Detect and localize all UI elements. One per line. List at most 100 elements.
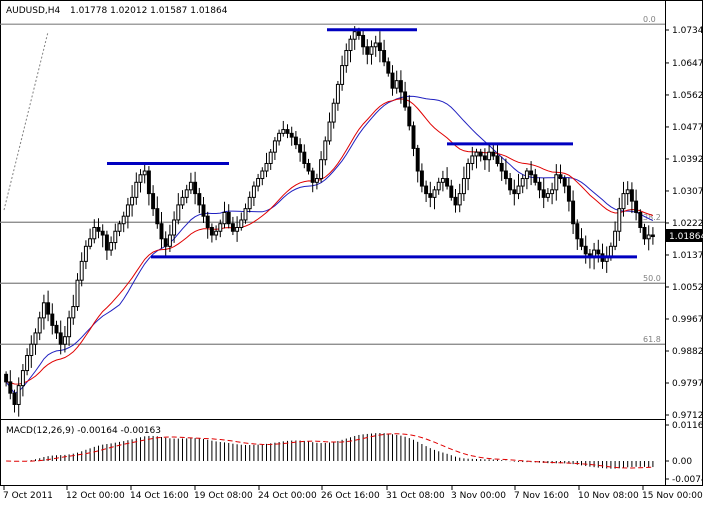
candle-body — [310, 170, 315, 183]
macd-label: MACD(12,26,9) -0.00164 -0.00163 — [6, 426, 161, 436]
candle-body — [79, 260, 84, 281]
candle-body — [172, 219, 177, 236]
candle-body — [638, 211, 643, 228]
candle-body — [419, 170, 424, 187]
fibonacci-levels: 0.0 38.2 50.0 61.8 — [3, 15, 661, 344]
candle-body — [104, 234, 109, 251]
candle-body — [558, 174, 563, 180]
candle-body — [621, 193, 626, 210]
candle-body — [596, 249, 601, 255]
candle-body — [75, 279, 80, 308]
candle-body — [571, 200, 576, 225]
candle-body — [184, 189, 189, 198]
candle-body — [361, 34, 366, 48]
candle-body — [8, 381, 13, 394]
candle-body — [25, 355, 30, 372]
candle-body — [251, 185, 256, 198]
candle-body — [369, 46, 374, 55]
candle-body — [520, 178, 525, 187]
candle-body — [285, 129, 290, 134]
fib-label: 38.2 — [643, 213, 661, 222]
candle-body — [550, 189, 555, 195]
time-tick-label: 14 Oct 16:00 — [130, 491, 189, 501]
candle-body — [130, 196, 135, 206]
candle-body — [461, 178, 466, 195]
candle-body — [478, 151, 483, 157]
candle-body — [201, 204, 206, 217]
candle-body — [449, 185, 454, 198]
candle-body — [335, 83, 340, 104]
candle-body — [214, 230, 219, 236]
candle-body — [487, 151, 492, 161]
support-resistance-lines[interactable] — [107, 28, 637, 259]
candle-body — [92, 226, 97, 240]
candle-body — [415, 147, 420, 172]
candle-body — [197, 193, 202, 206]
candle-body — [125, 204, 130, 217]
candle-body — [512, 189, 517, 195]
candle-body — [155, 208, 160, 225]
price-tick-label: 1.02220 — [672, 219, 703, 229]
candle-body — [432, 189, 437, 198]
candle-body — [445, 178, 450, 187]
candle-body — [239, 219, 244, 228]
candle-body — [583, 245, 588, 255]
candle-body — [235, 226, 240, 232]
candle-body — [289, 132, 294, 138]
candle-body — [50, 313, 55, 326]
candle-body — [121, 215, 126, 225]
candle-body — [146, 170, 151, 195]
candle-body — [323, 140, 328, 161]
candle-body — [541, 189, 546, 198]
candle-body — [218, 223, 223, 232]
candle-body — [264, 162, 269, 172]
price-tick-label: 1.04770 — [672, 123, 703, 133]
candle-body — [642, 226, 647, 240]
time-tick-label: 7 Oct 2011 — [3, 491, 53, 501]
candle-body — [386, 61, 391, 74]
candle-body — [176, 204, 181, 221]
macd-tick-label: 0.00 — [672, 457, 692, 467]
candle-body — [495, 155, 500, 164]
candle-body — [617, 208, 622, 232]
candle-body — [226, 211, 231, 225]
candle-body — [83, 245, 88, 262]
candle-body — [377, 42, 382, 52]
candle-body — [46, 302, 51, 315]
price-axis: 1.07345 1.06470 1.05620 1.04770 1.03920 1.030… — [665, 26, 703, 421]
candle-body — [109, 242, 114, 251]
candle-body — [634, 200, 639, 213]
candle-body — [428, 193, 433, 198]
time-tick-label: 3 Nov 00:00 — [451, 491, 506, 501]
candle-body — [71, 306, 76, 319]
price-tick-label: 1.05620 — [672, 91, 703, 101]
candle-body — [340, 65, 345, 85]
candle-body — [411, 125, 416, 149]
candle-body — [62, 336, 67, 345]
candle-body — [306, 162, 311, 172]
candle-body — [537, 181, 542, 191]
candle-body — [466, 162, 471, 180]
candle-body — [579, 238, 584, 247]
time-tick-label: 24 Oct 00:00 — [258, 491, 317, 501]
fib-label: 50.0 — [643, 274, 661, 283]
candle-body — [243, 208, 248, 221]
time-tick-label: 10 Nov 08:00 — [578, 491, 639, 501]
candle-body — [356, 31, 361, 36]
price-tick-label: 0.97120 — [672, 411, 703, 421]
candle-body — [474, 151, 479, 157]
candle-body — [134, 181, 139, 198]
price-tick-label: 1.01370 — [672, 251, 703, 261]
candle-body — [491, 151, 496, 157]
candle-body — [625, 189, 630, 195]
candle-body — [41, 302, 46, 319]
candle-body — [293, 136, 298, 146]
candle-body — [533, 174, 538, 183]
candle-body — [453, 196, 458, 206]
candle-body — [58, 332, 63, 345]
candle-body — [629, 189, 634, 202]
